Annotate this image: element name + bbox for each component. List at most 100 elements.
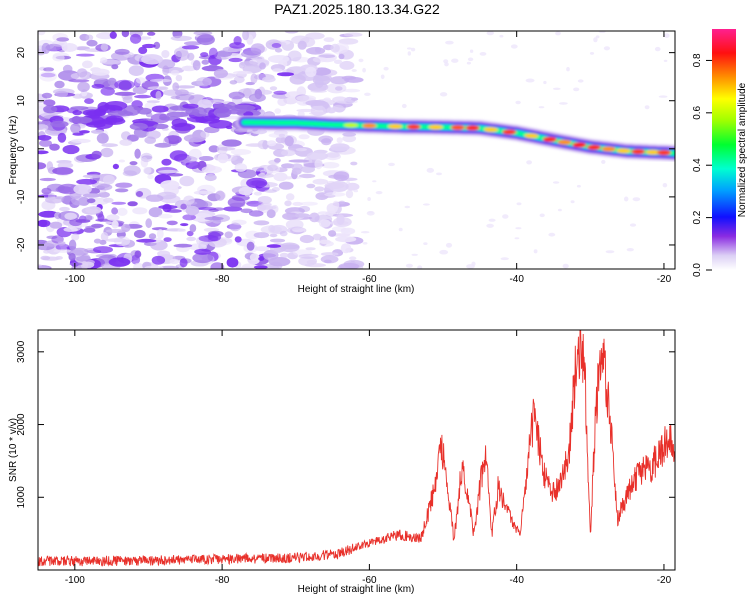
heatmap-noise-blob-361 xyxy=(179,175,195,187)
heatmap-noise-blob-357 xyxy=(111,201,126,205)
heatmap-noise-blob-827 xyxy=(324,182,345,189)
heatmap-noise-blob-831 xyxy=(240,208,253,214)
heatmap-noise-blob-354 xyxy=(312,233,322,241)
snr-y-tick-label-2: 3000 xyxy=(16,340,27,363)
ridge-hotspot-6 xyxy=(502,129,517,135)
heatmap-noise-blob-790 xyxy=(68,239,77,251)
heatmap-noise-blob-745 xyxy=(175,85,196,89)
heatmap-noise-blob-561 xyxy=(336,137,343,144)
heatmap-noise-blob-979 xyxy=(367,197,371,201)
heatmap-noise-blob-514 xyxy=(135,191,144,197)
heatmap-x-tick-label-4: -20 xyxy=(657,274,672,285)
heatmap-noise-blob-417 xyxy=(105,229,128,233)
ridge-hotspot-13 xyxy=(616,148,631,154)
heatmap-noise-blob-738 xyxy=(240,61,258,67)
heatmap-noise-blob-775 xyxy=(183,195,195,205)
heatmap-noise-blob-729 xyxy=(266,244,281,248)
heatmap-noise-blob-779 xyxy=(296,108,316,113)
heatmap-noise-blob-1028 xyxy=(151,105,169,113)
heatmap-noise-blob-919 xyxy=(388,162,395,167)
heatmap-noise-blob-371 xyxy=(298,134,310,140)
heatmap-noise-blob-821 xyxy=(246,177,268,189)
heatmap-noise-blob-571 xyxy=(163,237,172,243)
heatmap-noise-blob-677 xyxy=(38,150,49,155)
heatmap-noise-blob-192 xyxy=(275,136,286,144)
snr-x-tick-label-0: -100 xyxy=(65,575,85,586)
heatmap-noise-blob-529 xyxy=(253,232,270,239)
heatmap-noise-blob-966 xyxy=(538,106,545,109)
heatmap-noise-blob-971 xyxy=(405,263,413,268)
heatmap-noise-blob-605 xyxy=(170,35,192,41)
heatmap-noise-blob-572 xyxy=(229,222,241,232)
heatmap-noise-blob-819 xyxy=(262,76,276,83)
heatmap-noise-blob-976 xyxy=(488,218,496,222)
heatmap-noise-blob-454 xyxy=(174,47,189,58)
heatmap-noise-blob-334 xyxy=(68,79,90,83)
heatmap-noise-blob-912 xyxy=(486,31,494,36)
heatmap-noise-blob-834 xyxy=(246,241,255,251)
heatmap-noise-blob-539 xyxy=(274,108,282,114)
heatmap-noise-blob-683 xyxy=(306,260,317,265)
heatmap-noise-blob-532 xyxy=(133,262,144,269)
heatmap-noise-blob-986 xyxy=(362,242,368,245)
heatmap-noise-blob-102 xyxy=(127,201,138,207)
ridge-hotspot-10 xyxy=(572,142,587,148)
heatmap-noise-blob-909 xyxy=(658,95,668,98)
heatmap-noise-blob-736 xyxy=(344,76,364,83)
heatmap-noise-blob-601 xyxy=(100,57,108,63)
heatmap-y-tick-label-0: -20 xyxy=(16,237,27,252)
heatmap-noise-blob-878 xyxy=(201,165,222,174)
heatmap-noise-blob-778 xyxy=(323,97,331,102)
heatmap-noise-blob-48 xyxy=(38,210,59,218)
heatmap-noise-blob-645 xyxy=(96,183,113,191)
heatmap-noise-blob-937 xyxy=(662,183,668,188)
heatmap-noise-blob-802 xyxy=(100,43,109,51)
heatmap-noise-blob-696 xyxy=(49,221,63,229)
heatmap-noise-blob-812 xyxy=(328,230,337,237)
heatmap-noise-blob-817 xyxy=(310,105,326,117)
heatmap-noise-blob-314 xyxy=(134,94,152,99)
heatmap-noise-blob-848 xyxy=(343,32,363,37)
heatmap-noise-blob-789 xyxy=(281,149,296,157)
heatmap-noise-blob-439 xyxy=(279,252,289,258)
heatmap-y-ticks: -20 -10 0 10 20 xyxy=(16,47,675,252)
heatmap-noise-blob-934 xyxy=(364,92,371,97)
heatmap-noise-blob-905 xyxy=(552,87,561,91)
heatmap-noise-blob-886 xyxy=(68,253,76,261)
heatmap-noise-blob-552 xyxy=(136,238,157,243)
heatmap-noise-blob-847 xyxy=(253,265,268,269)
heatmap-noise-blob-950 xyxy=(380,74,385,80)
snr-x-tick-label-2: -60 xyxy=(362,575,377,586)
heatmap-noise-blob-653 xyxy=(144,265,164,269)
heatmap-noise-blob-816 xyxy=(273,90,287,95)
heatmap-noise-blob-1005 xyxy=(104,101,128,111)
heatmap-noise-blob-862 xyxy=(140,152,153,163)
heatmap-noise-blob-719 xyxy=(186,236,197,242)
heatmap-noise-blob-414 xyxy=(53,249,73,253)
heatmap-noise-blob-900 xyxy=(486,223,494,228)
heatmap-noise-blob-963 xyxy=(526,160,532,165)
snr-y-axis-label: SNR (10 * v/v) xyxy=(8,418,19,482)
heatmap-noise-blob-541 xyxy=(76,178,97,185)
heatmap-noise-blob-1045 xyxy=(68,116,93,124)
heatmap-noise-blob-97 xyxy=(59,206,70,212)
heatmap-noise-blob-832 xyxy=(85,34,94,41)
heatmap-noise-blob-1043 xyxy=(153,123,169,129)
heatmap-noise-blob-888 xyxy=(169,258,180,265)
heatmap-noise-blob-839 xyxy=(142,43,156,49)
heatmap-noise-blob-79 xyxy=(208,145,220,153)
heatmap-noise-blob-658 xyxy=(173,243,193,248)
heatmap-noise-blob-516 xyxy=(134,148,141,159)
heatmap-noise-blob-956 xyxy=(632,197,641,202)
heatmap-noise-blob-910 xyxy=(439,249,449,255)
heatmap-noise-blob-437 xyxy=(288,159,310,163)
heatmap-noise-blob-247 xyxy=(281,163,295,169)
heatmap-noise-blob-797 xyxy=(103,174,115,185)
heatmap-noise-blob-694 xyxy=(278,181,294,190)
heatmap-noise-blob-870 xyxy=(351,97,359,101)
heatmap-noise-blob-627 xyxy=(111,220,119,229)
heatmap-noise-blob-904 xyxy=(466,61,471,65)
heatmap-noise-blob-634 xyxy=(71,195,87,206)
heatmap-noise-blob-557 xyxy=(106,214,120,221)
